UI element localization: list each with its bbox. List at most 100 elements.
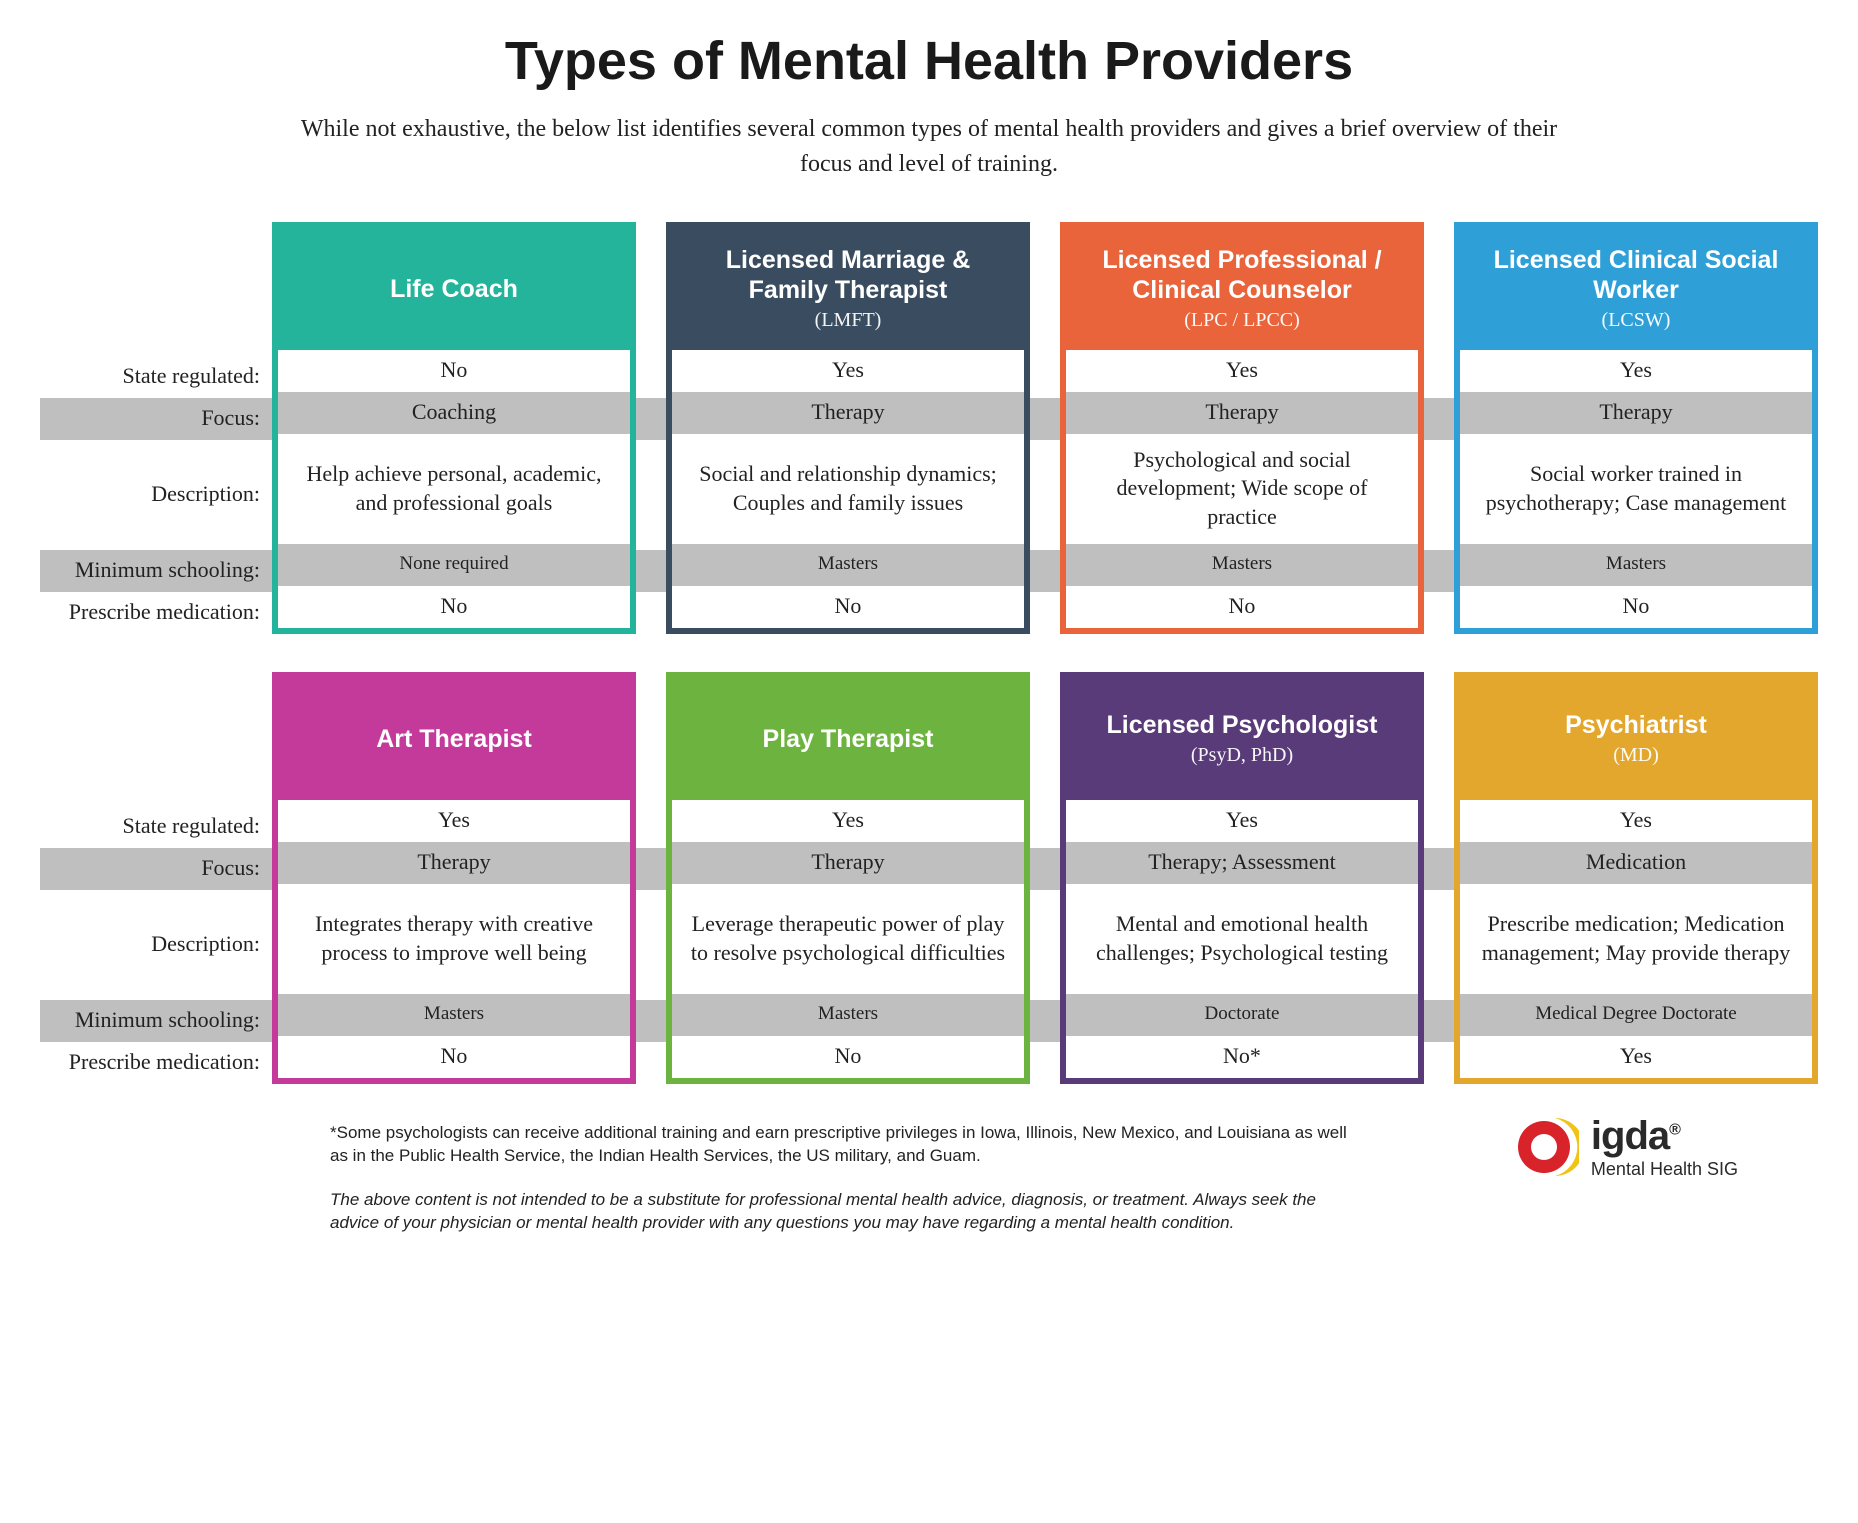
provider-card-body: YesMedicationPrescribe medication; Medic…	[1460, 800, 1812, 1078]
provider-card: Licensed Clinical Social Worker (LCSW) Yes…	[1454, 222, 1818, 634]
provider-card-header: Psychiatrist (MD)	[1460, 678, 1812, 800]
provider-title: Licensed Clinical Social Worker	[1474, 245, 1798, 305]
provider-state_regulated: Yes	[278, 800, 630, 842]
row-labels: State regulated: Focus: Description: Minimu…	[40, 222, 272, 634]
provider-prescribe: Yes	[1460, 1036, 1812, 1078]
provider-card-body: NoCoachingHelp achieve personal, academi…	[278, 350, 630, 628]
provider-subtitle: (MD)	[1613, 744, 1659, 767]
igda-logo-tagline: Mental Health SIG	[1591, 1159, 1738, 1180]
provider-card-header: Life Coach	[278, 228, 630, 350]
provider-min_schooling: None required	[278, 544, 630, 586]
provider-state_regulated: Yes	[1066, 800, 1418, 842]
provider-min_schooling: Masters	[672, 544, 1024, 586]
provider-state_regulated: Yes	[672, 800, 1024, 842]
attribute-label: State regulated:	[123, 363, 260, 389]
provider-card: Art Therapist YesTherapyIntegrates therap…	[272, 672, 636, 1084]
comparison-grid: State regulated: Focus: Description: Minimu…	[40, 222, 1818, 1084]
attribute-label: Description:	[151, 931, 260, 957]
provider-description: Mental and emotional health challenges; …	[1066, 884, 1418, 994]
provider-card: Psychiatrist (MD) YesMedicationPrescribe m…	[1454, 672, 1818, 1084]
provider-prescribe: No	[672, 1036, 1024, 1078]
cards-container: Art TherapistYesTherapyIntegrates therap…	[272, 672, 1818, 1084]
attribute-label: Minimum schooling:	[75, 1007, 260, 1033]
attribute-label: State regulated:	[123, 813, 260, 839]
attribute-label: Description:	[151, 481, 260, 507]
cards-container: Life CoachNoCoachingHelp achieve persona…	[272, 222, 1818, 634]
provider-focus: Therapy; Assessment	[1066, 842, 1418, 884]
provider-prescribe: No	[278, 1036, 630, 1078]
provider-focus: Therapy	[278, 842, 630, 884]
provider-min_schooling: Masters	[672, 994, 1024, 1036]
provider-description: Leverage therapeutic power of play to re…	[672, 884, 1024, 994]
attribute-label: Prescribe medication:	[69, 599, 260, 625]
provider-card-body: YesTherapyLeverage therapeutic power of …	[672, 800, 1024, 1078]
page-title: Types of Mental Health Providers	[240, 30, 1618, 92]
row-labels: State regulated: Focus: Description: Minimu…	[40, 672, 272, 1084]
provider-state_regulated: Yes	[672, 350, 1024, 392]
provider-description: Help achieve personal, academic, and pro…	[278, 434, 630, 544]
provider-description: Social worker trained in psychotherapy; …	[1460, 434, 1812, 544]
attribute-label: Focus:	[201, 405, 260, 431]
provider-min_schooling: Doctorate	[1066, 994, 1418, 1036]
provider-row: State regulated: Focus: Description: Minimu…	[40, 222, 1818, 634]
provider-card: Play Therapist YesTherapyLeverage therape…	[666, 672, 1030, 1084]
provider-focus: Therapy	[672, 392, 1024, 434]
provider-focus: Medication	[1460, 842, 1812, 884]
provider-title: Licensed Psychologist	[1107, 710, 1378, 740]
provider-title: Psychiatrist	[1565, 710, 1707, 740]
provider-card-body: YesTherapyPsychological and social devel…	[1066, 350, 1418, 628]
provider-prescribe: No	[1066, 586, 1418, 628]
attribute-label: Minimum schooling:	[75, 557, 260, 583]
provider-min_schooling: Masters	[1460, 544, 1812, 586]
footnote-disclaimer: The above content is not intended to be …	[330, 1189, 1350, 1235]
page-subtitle: While not exhaustive, the below list ide…	[300, 112, 1558, 182]
provider-card-header: Licensed Clinical Social Worker (LCSW)	[1460, 228, 1812, 350]
provider-card: Licensed Psychologist (PsyD, PhD) YesThera…	[1060, 672, 1424, 1084]
provider-prescribe: No	[1460, 586, 1812, 628]
provider-card-header: Art Therapist	[278, 678, 630, 800]
provider-focus: Therapy	[1066, 392, 1418, 434]
provider-card-body: YesTherapySocial and relationship dynami…	[672, 350, 1024, 628]
attribute-label: Focus:	[201, 855, 260, 881]
provider-title: Art Therapist	[376, 724, 532, 754]
provider-prescribe: No*	[1066, 1036, 1418, 1078]
provider-card: Licensed Professional / Clinical Counsel…	[1060, 222, 1424, 634]
provider-state_regulated: Yes	[1460, 800, 1812, 842]
provider-subtitle: (LPC / LPCC)	[1184, 309, 1300, 332]
provider-card: Life CoachNoCoachingHelp achieve persona…	[272, 222, 636, 634]
provider-description: Psychological and social development; Wi…	[1066, 434, 1418, 544]
provider-state_regulated: Yes	[1460, 350, 1812, 392]
provider-card-header: Licensed Marriage & Family Therapist (LMF…	[672, 228, 1024, 350]
provider-subtitle: (PsyD, PhD)	[1191, 744, 1293, 767]
provider-card-body: YesTherapy; AssessmentMental and emotion…	[1066, 800, 1418, 1078]
provider-state_regulated: Yes	[1066, 350, 1418, 392]
provider-card-body: YesTherapySocial worker trained in psych…	[1460, 350, 1812, 628]
provider-title: Licensed Marriage & Family Therapist	[686, 245, 1010, 305]
provider-prescribe: No	[672, 586, 1024, 628]
provider-card-header: Play Therapist	[672, 678, 1024, 800]
provider-focus: Therapy	[1460, 392, 1812, 434]
provider-description: Social and relationship dynamics; Couple…	[672, 434, 1024, 544]
provider-card-header: Licensed Psychologist (PsyD, PhD)	[1066, 678, 1418, 800]
provider-prescribe: No	[278, 586, 630, 628]
provider-card-body: YesTherapyIntegrates therapy with creati…	[278, 800, 630, 1078]
provider-description: Integrates therapy with creative process…	[278, 884, 630, 994]
provider-subtitle: (LMFT)	[815, 309, 882, 332]
provider-subtitle: (LCSW)	[1602, 309, 1671, 332]
igda-logo-mark-icon	[1509, 1112, 1579, 1182]
provider-focus: Coaching	[278, 392, 630, 434]
provider-title: Life Coach	[390, 274, 518, 304]
provider-row: State regulated: Focus: Description: Minimu…	[40, 672, 1818, 1084]
provider-min_schooling: Masters	[278, 994, 630, 1036]
igda-logo-brand: igda®	[1591, 1114, 1738, 1159]
igda-logo: igda® Mental Health SIG	[1509, 1112, 1738, 1182]
provider-focus: Therapy	[672, 842, 1024, 884]
provider-title: Play Therapist	[763, 724, 934, 754]
footnote-prescriptive: *Some psychologists can receive addition…	[330, 1122, 1350, 1168]
footnotes: *Some psychologists can receive addition…	[330, 1122, 1558, 1236]
provider-card: Licensed Marriage & Family Therapist (LMF…	[666, 222, 1030, 634]
provider-min_schooling: Masters	[1066, 544, 1418, 586]
provider-card-header: Licensed Professional / Clinical Counsel…	[1066, 228, 1418, 350]
attribute-label: Prescribe medication:	[69, 1049, 260, 1075]
provider-state_regulated: No	[278, 350, 630, 392]
